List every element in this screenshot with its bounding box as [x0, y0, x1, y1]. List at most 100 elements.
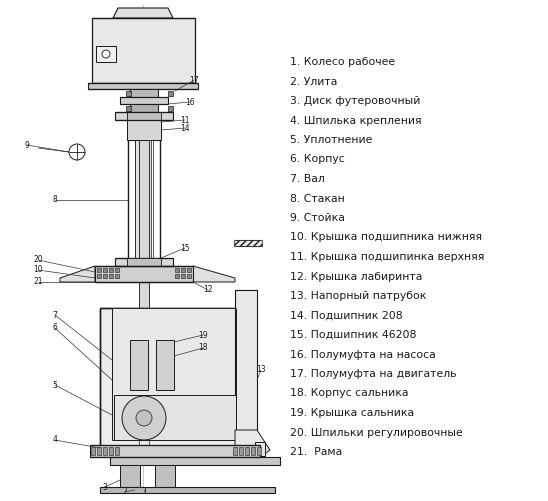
Bar [100, 308, 248, 448]
Bar [90, 445, 260, 457]
Bar [103, 268, 107, 272]
Text: 14. Подшипник 208: 14. Подшипник 208 [290, 311, 403, 321]
Bar [127, 112, 161, 120]
Text: 13: 13 [256, 366, 266, 375]
Bar [88, 83, 198, 89]
Polygon shape [235, 430, 270, 460]
Bar [115, 268, 119, 272]
Bar [97, 274, 101, 278]
Bar [97, 447, 101, 455]
Bar [120, 97, 168, 104]
Bar [255, 442, 265, 456]
Text: 3. Диск футеровочный: 3. Диск футеровочный [290, 96, 420, 106]
Bar [181, 274, 185, 278]
Bar [120, 465, 140, 487]
Bar [130, 89, 158, 97]
Bar [109, 447, 113, 455]
Bar [95, 266, 193, 282]
Text: 6: 6 [53, 324, 58, 333]
Bar [257, 447, 261, 455]
Bar [115, 258, 173, 266]
Bar [175, 274, 179, 278]
Text: 18. Корпус сальника: 18. Корпус сальника [290, 388, 408, 398]
Bar [130, 340, 148, 390]
Text: 10. Крышка подшипника нижняя: 10. Крышка подшипника нижняя [290, 232, 482, 242]
Text: 5: 5 [53, 380, 58, 389]
Bar [234, 240, 262, 246]
Polygon shape [193, 266, 235, 282]
Bar [92, 18, 195, 83]
Text: 7. Вал: 7. Вал [290, 174, 325, 184]
Bar [97, 268, 101, 272]
Bar [135, 140, 151, 258]
Bar [233, 447, 237, 455]
Bar [181, 268, 185, 272]
Text: 17: 17 [189, 76, 199, 85]
Text: 21.  Рама: 21. Рама [290, 447, 342, 457]
Bar [168, 91, 173, 96]
Bar [126, 106, 131, 111]
Bar [109, 268, 113, 272]
Text: 16. Полумуфта на насоса: 16. Полумуфта на насоса [290, 350, 436, 360]
Bar [239, 447, 243, 455]
Text: 12: 12 [203, 286, 213, 295]
Bar [175, 268, 179, 272]
Circle shape [102, 50, 110, 58]
Text: 12. Крышка лабиринта: 12. Крышка лабиринта [290, 272, 423, 282]
Bar [110, 457, 280, 465]
Text: 11: 11 [180, 116, 190, 125]
Text: 3: 3 [102, 482, 107, 491]
Text: 17. Полумуфта на двигатель: 17. Полумуфта на двигатель [290, 369, 456, 379]
Bar [115, 447, 119, 455]
Text: 19: 19 [198, 331, 208, 340]
Bar [100, 487, 275, 493]
Text: 20: 20 [33, 256, 43, 265]
Bar [115, 112, 173, 120]
Polygon shape [113, 8, 173, 18]
Text: 8: 8 [53, 195, 58, 204]
Polygon shape [60, 266, 95, 282]
Text: 9: 9 [25, 140, 30, 149]
Text: 16: 16 [185, 98, 195, 107]
Bar [168, 106, 173, 111]
Text: 4: 4 [53, 435, 58, 444]
Bar [114, 395, 236, 440]
Bar [103, 447, 107, 455]
Text: 6. Корпус: 6. Корпус [290, 154, 345, 164]
Circle shape [122, 396, 166, 440]
Text: 8. Стакан: 8. Стакан [290, 193, 345, 203]
Bar [126, 91, 131, 96]
Bar [91, 447, 95, 455]
Bar [245, 447, 249, 455]
Bar [96, 46, 116, 62]
Bar [127, 120, 161, 140]
Bar [115, 274, 119, 278]
Bar [139, 112, 149, 462]
Circle shape [136, 410, 152, 426]
Bar [235, 290, 257, 450]
Bar [103, 274, 107, 278]
Text: 13. Напорный патрубок: 13. Напорный патрубок [290, 291, 426, 301]
Bar [155, 465, 175, 487]
Text: 14: 14 [180, 124, 190, 132]
Text: 1. Колесо рабочее: 1. Колесо рабочее [290, 57, 395, 67]
Text: 18: 18 [198, 344, 208, 353]
Text: 15: 15 [180, 243, 190, 253]
Bar [130, 104, 158, 112]
Text: 4. Шпилька крепления: 4. Шпилька крепления [290, 116, 421, 125]
Bar [109, 274, 113, 278]
Text: 7: 7 [53, 311, 58, 320]
Text: 10: 10 [33, 266, 43, 275]
Text: 1: 1 [142, 487, 147, 496]
Text: 20. Шпильки регулировочные: 20. Шпильки регулировочные [290, 427, 463, 437]
Bar [127, 258, 161, 266]
Text: 9. Стойка: 9. Стойка [290, 213, 345, 223]
Text: 5. Уплотнение: 5. Уплотнение [290, 135, 373, 145]
Bar [187, 268, 191, 272]
Text: 2: 2 [123, 487, 127, 496]
Text: 2. Улита: 2. Улита [290, 77, 338, 87]
Bar [187, 274, 191, 278]
Bar [112, 308, 236, 440]
Text: 15. Подшипник 46208: 15. Подшипник 46208 [290, 330, 416, 340]
Text: 11. Крышка подшипинка верхняя: 11. Крышка подшипинка верхняя [290, 252, 484, 262]
